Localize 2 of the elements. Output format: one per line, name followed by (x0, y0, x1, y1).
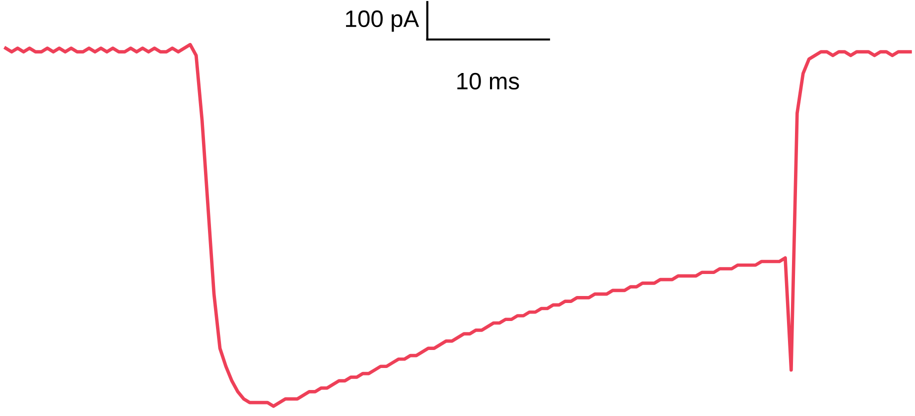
annotation: 10 ms (457, 72, 519, 90)
text: 100 pA (346, 10, 420, 32)
